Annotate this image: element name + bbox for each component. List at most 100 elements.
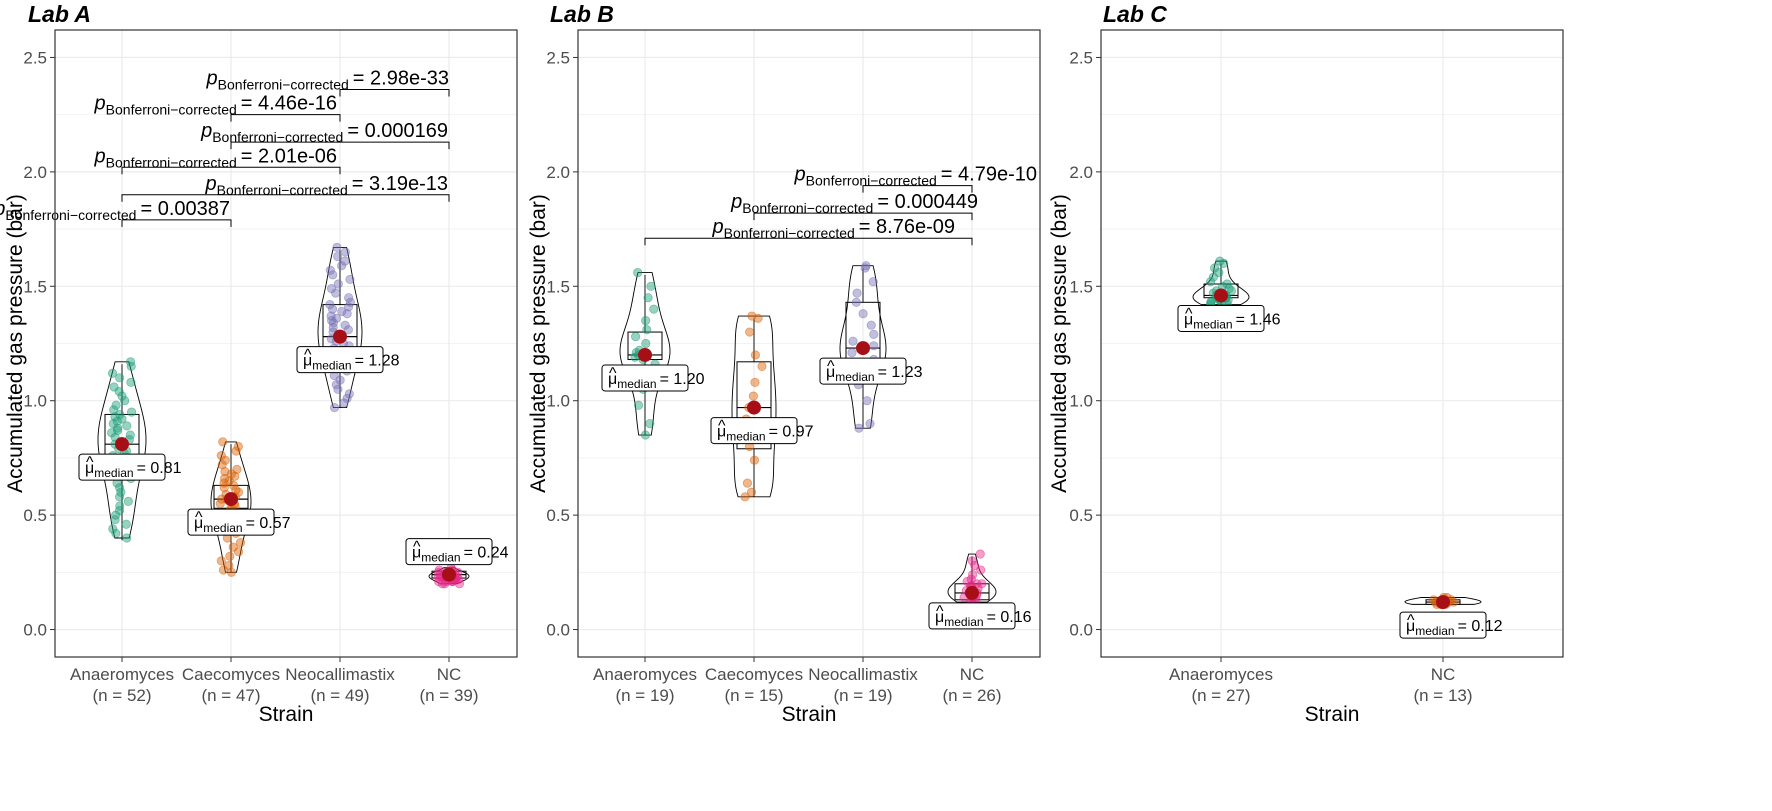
data-point	[645, 418, 655, 429]
mu-symbol: μ	[412, 545, 421, 562]
median-label-text: μmedian = 1.23	[826, 364, 923, 384]
data-point	[746, 487, 757, 497]
x-axis-title: Strain	[259, 703, 314, 726]
mu-symbol: μ	[1406, 618, 1415, 635]
data-point	[976, 565, 986, 575]
mu-hat: ^	[1185, 305, 1193, 322]
data-point	[115, 373, 125, 383]
mu-symbol: μ	[85, 460, 94, 477]
data-point	[345, 297, 355, 307]
median-point	[1436, 595, 1450, 610]
median-subscript: median	[617, 377, 656, 391]
mu-symbol: μ	[1184, 311, 1193, 328]
data-point	[343, 325, 353, 335]
median-label: μmedian = 0.24 ^	[405, 538, 509, 566]
panel-border	[54, 29, 518, 658]
data-point	[107, 368, 118, 378]
p-value-label: pBonferroni−corrected = 3.19e-13	[205, 173, 448, 198]
median-label: μmedian = 1.28 ^	[296, 346, 400, 374]
data-point	[869, 341, 879, 351]
p-symbol: p	[206, 67, 218, 89]
category-neocallimastix: μmedian = 1.28 ^	[296, 242, 400, 413]
x-category-label: Caecomyces	[182, 665, 280, 684]
data-point	[109, 382, 119, 392]
category-nc: μmedian = 0.12 ^	[1399, 592, 1503, 639]
data-point	[117, 391, 127, 401]
data-point	[343, 302, 354, 312]
mu-symbol: μ	[303, 353, 312, 370]
x-category-count: (n = 39)	[419, 686, 478, 705]
comparison-bracket	[121, 194, 450, 202]
category-anaeromyces: μmedian = 1.20 ^	[601, 267, 705, 440]
x-category-count: (n = 13)	[1413, 686, 1472, 705]
x-category-label: NC	[960, 665, 985, 684]
data-point	[216, 556, 226, 566]
x-category-label: Neocallimastix	[285, 665, 395, 684]
data-point	[115, 409, 125, 420]
p-value: = 3.19e-13	[352, 173, 448, 195]
p-value-label: pBonferroni−corrected = 2.01e-06	[94, 145, 337, 170]
data-point	[328, 270, 338, 280]
median-point	[442, 567, 456, 582]
data-point	[111, 400, 121, 410]
mu-symbol: μ	[935, 609, 944, 626]
data-point	[125, 430, 135, 440]
median-value: = 1.46	[1236, 311, 1281, 328]
data-point	[1205, 277, 1216, 287]
data-point	[740, 492, 750, 502]
median-subscript: median	[835, 370, 874, 384]
p-value-label: pBonferroni−corrected = 2.98e-33	[206, 67, 449, 92]
category-caecomyces: μmedian = 0.57 ^	[187, 437, 291, 577]
panel-border	[1100, 29, 1564, 658]
data-point	[1208, 272, 1218, 282]
data-point	[340, 247, 351, 257]
data-point	[649, 304, 659, 314]
panel-title: Lab A	[28, 1, 91, 27]
median-subscript: median	[312, 359, 351, 373]
data-point	[329, 402, 340, 413]
p-value: = 2.01e-06	[241, 145, 337, 167]
p-symbol: p	[205, 173, 217, 195]
data-point	[641, 316, 651, 326]
data-point	[750, 377, 760, 388]
y-tick-label: 0.0	[23, 621, 47, 640]
data-point	[126, 407, 137, 417]
median-value: = 1.28	[355, 353, 400, 370]
median-label-text: μmedian = 0.97	[717, 424, 814, 444]
category-caecomyces: μmedian = 0.97 ^	[710, 311, 814, 502]
y-tick-label: 2.0	[546, 163, 570, 182]
p-symbol: p	[712, 216, 724, 238]
mu-hat: ^	[827, 358, 835, 375]
y-tick-label: 1.5	[23, 277, 47, 296]
data-point	[126, 361, 136, 371]
data-point	[1222, 279, 1232, 289]
data-point	[110, 515, 120, 525]
data-point	[344, 389, 354, 399]
median-label-box	[710, 417, 798, 445]
mu-symbol: μ	[717, 424, 726, 441]
data-point	[337, 306, 347, 317]
x-category-count: (n = 19)	[833, 686, 892, 705]
median-subscript: median	[94, 466, 133, 480]
data-point	[865, 418, 875, 429]
data-point	[326, 311, 336, 321]
y-tick-label: 1.5	[1069, 277, 1093, 296]
x-category-count: (n = 49)	[310, 686, 369, 705]
median-label-box	[819, 357, 907, 385]
median-label: μmedian = 1.20 ^	[601, 364, 705, 392]
category-nc: μmedian = 0.16 ^	[928, 549, 1032, 630]
median-label-box	[78, 453, 166, 481]
p-subscript: Bonferroni−corrected	[742, 200, 873, 216]
data-point	[742, 478, 753, 488]
y-tick-label: 2.5	[1069, 48, 1093, 67]
data-point	[847, 348, 857, 358]
data-point	[646, 281, 656, 291]
y-tick-label: 0.5	[1069, 506, 1093, 525]
median-label-box	[1177, 304, 1265, 332]
data-point	[860, 263, 870, 273]
data-point	[218, 437, 228, 447]
median-label: μmedian = 0.57 ^	[187, 508, 291, 536]
data-point	[122, 533, 132, 543]
data-point	[220, 455, 230, 465]
